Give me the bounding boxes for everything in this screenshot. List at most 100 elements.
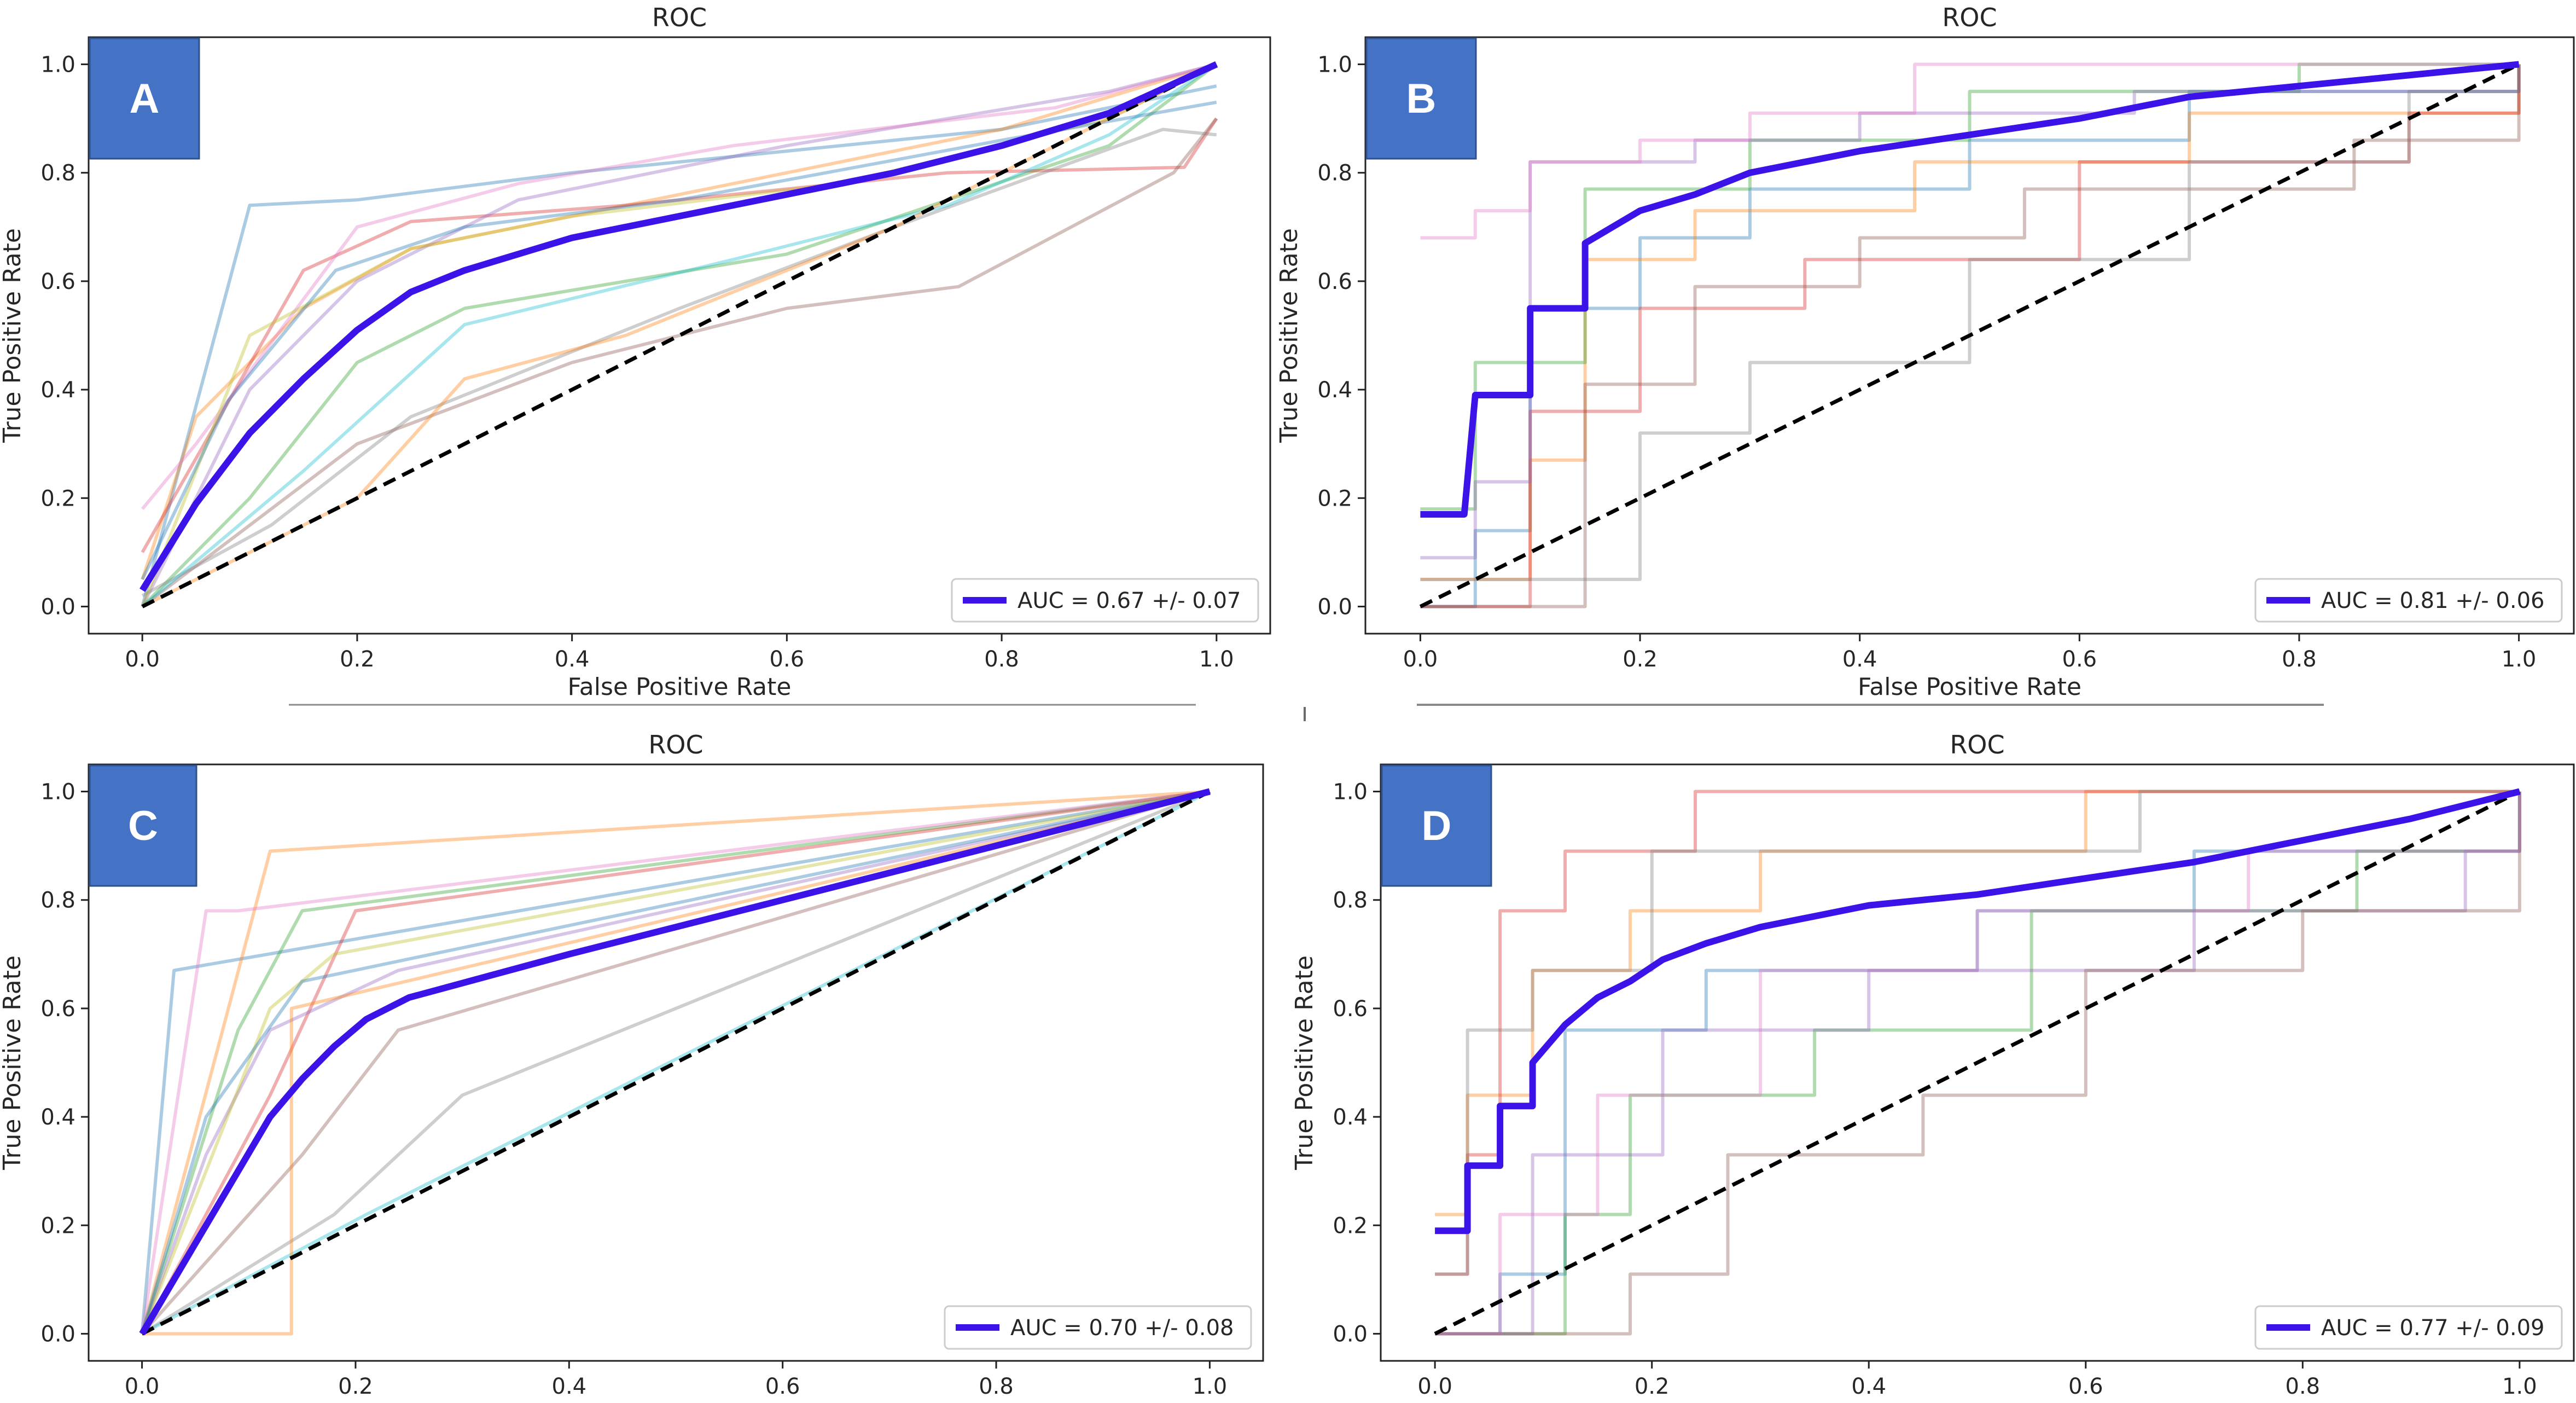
y-tick-label: 0.6 xyxy=(40,269,75,294)
legend-box xyxy=(2254,578,2563,623)
x-tick-label: 1.0 xyxy=(1199,647,1234,672)
panel-a: 0.0 0.2 0.4 0.6 0.8 1.0 0.0 0.2 0.4 0.6 0.8 1.0 ROC F… xyxy=(0,3,1271,701)
legend-label: AUC = 0.70 +/- 0.08 xyxy=(1010,1315,1234,1341)
x-tick-label: 0.2 xyxy=(340,647,375,672)
x-tick-label: 0.0 xyxy=(125,647,160,672)
fold-curve xyxy=(1435,791,2521,1336)
panel-label-box xyxy=(1365,37,1477,160)
y-tick-label: 1.0 xyxy=(1317,53,1352,78)
x-tick-label: 0.6 xyxy=(2068,1374,2103,1399)
legend: AUC = 0.81 +/- 0.06 xyxy=(2254,578,2563,623)
y-tick-label: 0.4 xyxy=(40,378,75,403)
y-tick-label: 0.6 xyxy=(1333,996,1368,1022)
x-tick-label: 0.0 xyxy=(125,1374,160,1399)
plot-frame xyxy=(88,36,1271,635)
legend: AUC = 0.70 +/- 0.08 xyxy=(944,1305,1252,1350)
fold-curve xyxy=(1435,791,2521,1336)
legend-label: AUC = 0.81 +/- 0.06 xyxy=(2321,588,2545,613)
y-tick-label: 0.4 xyxy=(40,1105,75,1130)
y-tick-label: 0.4 xyxy=(1317,378,1352,403)
fold-curve xyxy=(1420,64,2521,581)
y-tick-label: 1.0 xyxy=(40,780,75,805)
x-tick-label: 0.6 xyxy=(765,1374,800,1399)
y-tick-label: 0.8 xyxy=(1317,161,1352,186)
y-tick-label: 0.8 xyxy=(1333,888,1368,913)
fold-curve xyxy=(141,100,1217,581)
panel-c: 0.0 0.2 0.4 0.6 0.8 1.0 0.0 0.2 0.4 0.6 0.8 1.0 ROC F… xyxy=(0,730,1264,1403)
panel-label-letter: A xyxy=(130,76,160,122)
x-tick-label: 1.0 xyxy=(1193,1374,1228,1399)
legend: AUC = 0.77 +/- 0.09 xyxy=(2254,1305,2563,1350)
x-tick-label: 0.2 xyxy=(338,1374,373,1399)
x-tick-label: 0.0 xyxy=(1403,647,1438,672)
plot-frame xyxy=(1364,36,2575,635)
fold-curve xyxy=(1420,64,2521,581)
fold-curve xyxy=(140,790,1211,1335)
panel-label-box xyxy=(1381,764,1492,887)
x-tick-label: 0.4 xyxy=(1842,647,1877,672)
panel-label-box xyxy=(89,37,200,160)
y-axis-label: True Positive Rate xyxy=(1275,228,1303,443)
fold-curve xyxy=(141,84,1217,607)
fold-curve xyxy=(141,62,1217,607)
fold-curve xyxy=(1420,64,2521,608)
x-tick-label: 1.0 xyxy=(2502,1374,2537,1399)
y-tick-label: 1.0 xyxy=(1333,780,1368,805)
y-tick-label: 0.6 xyxy=(1317,269,1352,294)
legend-label: AUC = 0.77 +/- 0.09 xyxy=(2321,1315,2545,1341)
chance-line xyxy=(141,62,1218,608)
fold-curve xyxy=(140,790,1210,1334)
panels-group: 0.0 0.2 0.4 0.6 0.8 1.0 0.0 0.2 0.4 0.6 0.8 1.0 ROC F… xyxy=(0,3,2575,1403)
legend-box xyxy=(2254,1305,2563,1350)
fold-curve xyxy=(142,790,1211,1336)
mean-roc-curve xyxy=(139,788,1211,1336)
y-tick-label: 0.4 xyxy=(1333,1105,1368,1130)
fold-curve xyxy=(1435,790,2520,1216)
y-tick-label: 0.2 xyxy=(40,486,75,511)
fold-curve xyxy=(141,62,1218,608)
fold-curve xyxy=(141,117,1218,553)
fold-curve xyxy=(141,127,1217,598)
x-tick-label: 0.2 xyxy=(1635,1374,1670,1399)
y-tick-label: 0.8 xyxy=(40,888,75,913)
y-axis-label: True Positive Rate xyxy=(0,228,26,443)
panel-label-letter: D xyxy=(1422,803,1452,849)
y-tick-label: 0.0 xyxy=(1333,1321,1368,1347)
fold-curve xyxy=(141,790,1211,1336)
x-axis-label: False Positive Rate xyxy=(564,1400,788,1403)
x-axis-label: False Positive Rate xyxy=(568,673,792,701)
y-axis-label: True Positive Rate xyxy=(1290,955,1318,1170)
fold-curve xyxy=(141,63,1218,608)
panel-label-letter: B xyxy=(1406,76,1437,122)
y-tick-label: 1.0 xyxy=(40,53,75,78)
chance-line xyxy=(1419,62,2520,608)
fold-curve xyxy=(141,790,1211,1335)
y-axis-label: True Positive Rate xyxy=(0,955,26,1170)
fold-curve xyxy=(140,790,1210,1335)
plot-frame xyxy=(1380,763,2575,1362)
legend-label: AUC = 0.67 +/- 0.07 xyxy=(1017,588,1241,613)
fold-curve xyxy=(1420,64,2521,560)
legend-box xyxy=(944,1305,1252,1350)
mean-roc-curve xyxy=(1435,788,2521,1234)
chart-title: ROC xyxy=(1942,3,1997,32)
chart-title: ROC xyxy=(648,730,703,760)
x-tick-label: 0.8 xyxy=(2286,1374,2321,1399)
chance-line xyxy=(1434,790,2521,1336)
fold-curve xyxy=(140,790,1210,1334)
plot-frame xyxy=(88,763,1264,1362)
y-tick-label: 0.0 xyxy=(40,1321,75,1347)
fold-curve xyxy=(1420,64,2521,608)
chart-title: ROC xyxy=(1950,730,2004,760)
x-tick-label: 1.0 xyxy=(2502,647,2537,672)
x-axis-label: False Positive Rate xyxy=(1865,1400,2089,1403)
fold-curve xyxy=(140,790,1210,1335)
panel-label-box xyxy=(89,764,197,887)
panel-label-letter: C xyxy=(128,803,158,849)
fold-curve xyxy=(1420,64,2521,608)
fold-curve xyxy=(141,62,1217,511)
legend-box xyxy=(951,578,1259,623)
panel-b: 0.0 0.2 0.4 0.6 0.8 1.0 0.0 0.2 0.4 0.6 0.8 1.0 ROC F… xyxy=(1275,3,2575,701)
y-tick-label: 0.0 xyxy=(40,594,75,619)
